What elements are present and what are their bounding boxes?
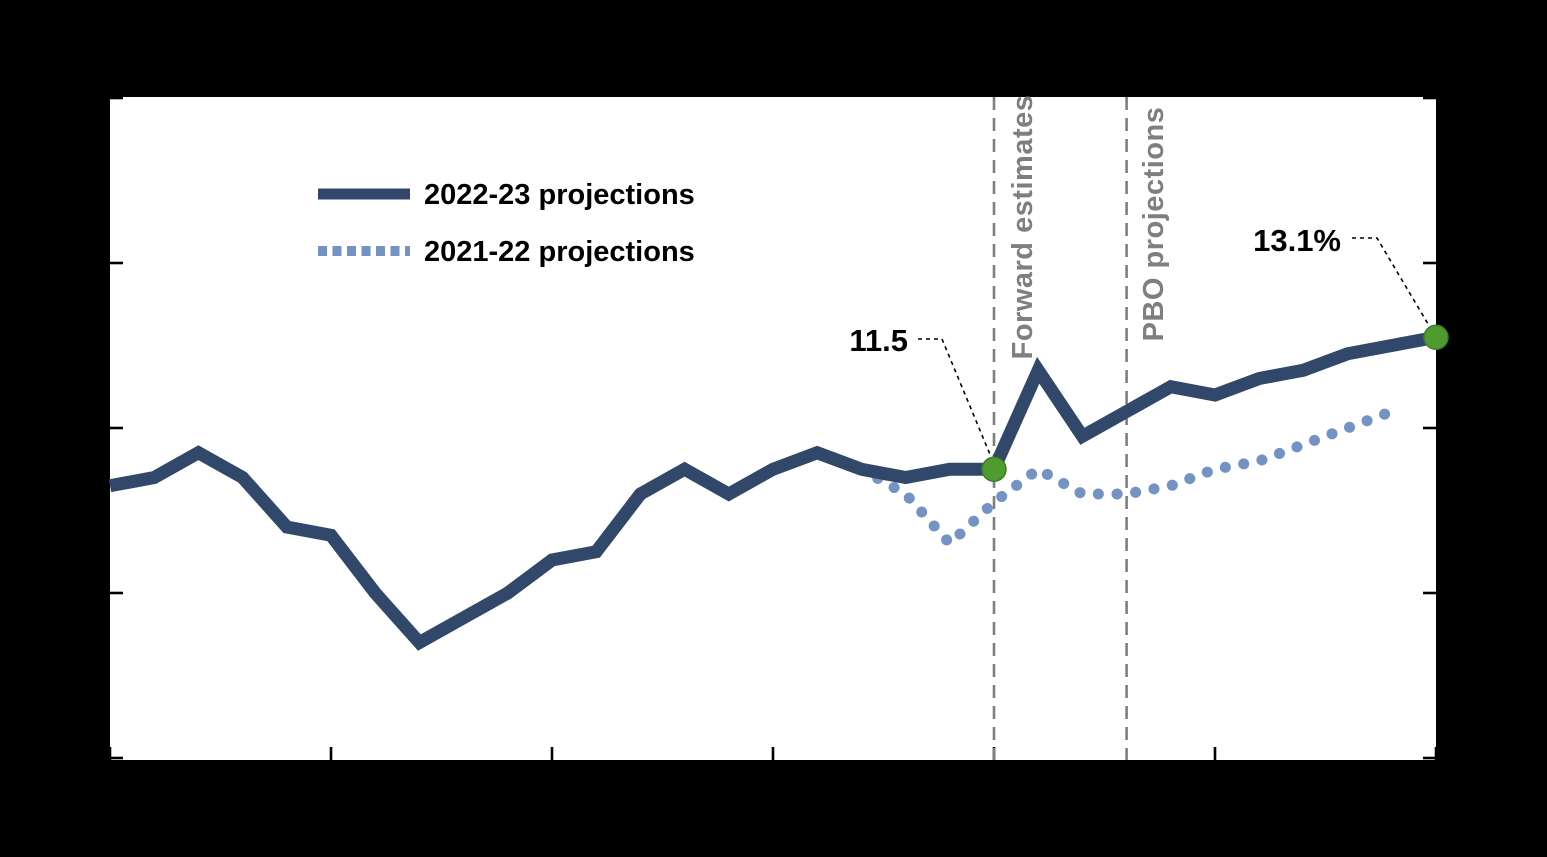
- forward-estimates-label: Forward estimates: [1007, 95, 1039, 360]
- highlight-dot: [1423, 324, 1449, 350]
- highlight-dot: [981, 456, 1007, 482]
- legend: 2022-23 projections 2021-22 projections: [318, 179, 695, 268]
- plot-area: [110, 97, 1436, 760]
- legend-label-2021-22: 2021-22 projections: [424, 236, 695, 268]
- pbo-projections-label: PBO projections: [1138, 107, 1170, 342]
- leader-line-11.5: [918, 338, 995, 465]
- reference-lines: [992, 97, 1128, 760]
- leader-line-13.1: [1352, 237, 1435, 335]
- annotation-11.5: 11.5: [849, 323, 908, 358]
- highlight-markers: [981, 324, 1449, 482]
- series-2021-22-projections: [855, 406, 1398, 552]
- series-2022-23-projections: [108, 330, 1438, 651]
- annotation-13.1: 13.1%: [1253, 223, 1341, 258]
- legend-label-2022-23: 2022-23 projections: [424, 179, 695, 211]
